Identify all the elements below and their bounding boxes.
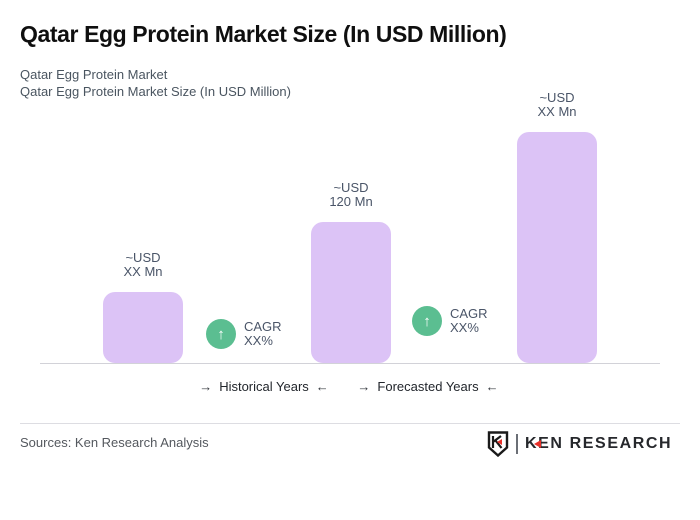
ken-research-wordmark: KEN RESEARCH (525, 436, 672, 452)
cagr-label: CAGR (244, 319, 282, 334)
right-arrow-icon: → (199, 379, 213, 394)
bar-value-line: 120 Mn (329, 194, 373, 209)
cagr-label: CAGR (450, 306, 488, 321)
up-arrow-circle-icon: ↑ (206, 319, 236, 349)
subtitle-line-2: Qatar Egg Protein Market Size (In USD Mi… (20, 84, 291, 99)
sources-text: Sources: Ken Research Analysis (20, 435, 209, 450)
axis-group-label: Historical Years (219, 379, 309, 394)
subtitle-line-1: Qatar Egg Protein Market (20, 67, 168, 82)
logo-text: KEN RESEARCH (525, 435, 673, 452)
chart-baseline (40, 363, 660, 364)
axis-group-forecasted-years: → Forecasted Years ← (328, 379, 528, 394)
cagr-value: XX% (244, 333, 273, 348)
market-size-bar-forecast (517, 132, 597, 363)
footer-divider (20, 423, 680, 424)
up-arrow-glyph: ↑ (423, 312, 431, 330)
bar-value-label: ~USD 120 Mn (281, 181, 421, 209)
bar-value-label: ~USD XX Mn (73, 251, 213, 279)
logo-red-triangle-icon (534, 440, 541, 448)
page-title: Qatar Egg Protein Market Size (In USD Mi… (20, 21, 507, 47)
right-arrow-icon: → (357, 379, 371, 394)
bar-value-line: XX Mn (123, 264, 163, 279)
ken-research-shield-icon (487, 431, 509, 457)
up-arrow-glyph: ↑ (217, 325, 225, 343)
axis-group-historical-years: → Historical Years ← (164, 379, 364, 394)
bar-value-line: ~USD (333, 180, 369, 195)
axis-group-label: Forecasted Years (377, 379, 479, 394)
bar-value-line: ~USD (125, 250, 161, 265)
market-size-bar-base-year (311, 222, 391, 363)
bar-value-line: ~USD (539, 90, 575, 105)
cagr-annotation: CAGR XX% (244, 320, 282, 348)
left-arrow-icon: ← (485, 379, 499, 394)
market-size-bar-historical (103, 292, 183, 363)
subtitle: Qatar Egg Protein Market Qatar Egg Prote… (20, 66, 291, 100)
up-arrow-circle-icon: ↑ (412, 306, 442, 336)
bar-value-line: XX Mn (537, 104, 577, 119)
ken-research-logo: KEN RESEARCH (487, 430, 672, 458)
cagr-annotation: CAGR XX% (450, 307, 488, 335)
cagr-value: XX% (450, 320, 479, 335)
bar-value-label: ~USD XX Mn (487, 91, 627, 119)
logo-separator (516, 434, 518, 454)
left-arrow-icon: ← (315, 379, 329, 394)
